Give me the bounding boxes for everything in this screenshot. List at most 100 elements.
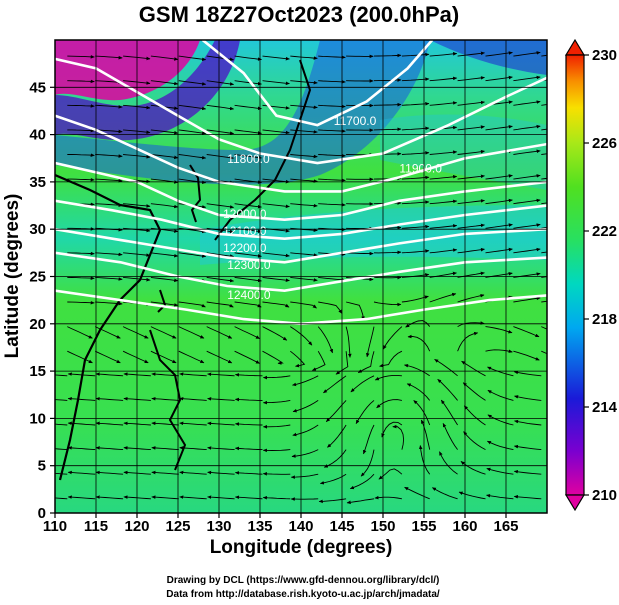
streamline-arrow bbox=[67, 470, 96, 475]
streamline-arrow bbox=[541, 251, 547, 254]
streamline-arrow bbox=[373, 127, 402, 132]
streamline-arrow bbox=[514, 395, 542, 401]
streamline-arrow bbox=[151, 470, 179, 475]
streamline-arrow bbox=[513, 75, 541, 82]
streamline-arrow bbox=[178, 55, 207, 62]
streamline-arrow bbox=[413, 400, 431, 426]
streamline-arrow bbox=[234, 350, 260, 364]
streamline-arrow bbox=[311, 350, 326, 371]
streamline-arrow bbox=[463, 431, 486, 450]
streamline-arrow bbox=[541, 104, 547, 106]
streamline-arrow bbox=[67, 128, 95, 133]
streamline-arrow bbox=[179, 421, 207, 426]
streamline-arrow bbox=[318, 276, 346, 282]
streamline-arrow bbox=[67, 446, 96, 451]
colorbar-top-triangle bbox=[564, 38, 586, 56]
streamline-arrow bbox=[541, 227, 547, 229]
streamline-arrow bbox=[290, 252, 318, 257]
streamline-arrow bbox=[123, 80, 151, 85]
streamline-arrow bbox=[318, 203, 346, 207]
streamline-arrow bbox=[290, 178, 318, 183]
y-tick-label: 25 bbox=[29, 269, 46, 286]
streamline-arrow bbox=[485, 198, 513, 205]
streamline-arrow bbox=[318, 129, 346, 133]
colorbar-ticks: 210 214 218 222 226 230 bbox=[584, 47, 618, 504]
streamline-arrow bbox=[373, 78, 402, 82]
streamline-arrow bbox=[206, 55, 235, 62]
streamline-arrow bbox=[123, 154, 151, 159]
streamline-arrow bbox=[55, 374, 68, 377]
streamline-arrow bbox=[360, 449, 375, 477]
streamline-arrow bbox=[541, 350, 547, 355]
streamline-arrow bbox=[178, 129, 207, 135]
streamline-arrow bbox=[418, 445, 431, 475]
streamline-arrow bbox=[123, 55, 151, 61]
colorbar-tick-label: 226 bbox=[592, 135, 617, 152]
streamline-arrow bbox=[541, 177, 547, 180]
streamline-arrow bbox=[262, 424, 291, 429]
contour-label: 12000.0 bbox=[223, 207, 267, 221]
streamline-arrow bbox=[207, 397, 235, 401]
streamline-arrow bbox=[429, 248, 458, 254]
streamline-arrow bbox=[95, 154, 123, 158]
streamline-arrow bbox=[434, 359, 458, 377]
streamline-arrow bbox=[485, 247, 513, 254]
streamline-arrow bbox=[234, 80, 262, 86]
streamline-arrow bbox=[290, 301, 317, 309]
streamline-arrow bbox=[429, 150, 458, 155]
streamline-arrow bbox=[463, 405, 486, 426]
streamline-arrow bbox=[513, 100, 541, 106]
streamline-arrow bbox=[234, 326, 261, 340]
streamline-arrow bbox=[432, 487, 458, 500]
colorbar-tick-label: 222 bbox=[592, 223, 617, 240]
streamline-arrow bbox=[151, 495, 179, 500]
streamline-arrow bbox=[234, 55, 262, 61]
streamline-arrow bbox=[485, 223, 513, 229]
streamline-arrow bbox=[429, 101, 458, 106]
streamline-arrow bbox=[457, 247, 485, 254]
streamline-arrow bbox=[178, 301, 206, 308]
streamline-arrow bbox=[513, 51, 541, 57]
y-axis-ticks: 0 5 10 15 20 25 30 35 40 45 bbox=[29, 79, 55, 522]
contour-label: 11800.0 bbox=[227, 152, 270, 166]
streamline-arrow bbox=[123, 276, 151, 282]
streamline-arrow bbox=[262, 326, 288, 341]
streamline-arrow bbox=[55, 423, 68, 426]
streamline-arrow bbox=[485, 174, 513, 180]
streamline-arrow bbox=[290, 203, 318, 208]
cold-pool-purple bbox=[55, 40, 240, 141]
streamline-arrow bbox=[318, 104, 346, 109]
streamline-arrow bbox=[513, 296, 541, 303]
streamline-arrow bbox=[206, 203, 235, 209]
streamline-arrow bbox=[67, 79, 95, 84]
streamline-arrow bbox=[262, 375, 291, 380]
y-tick-label: 5 bbox=[38, 458, 46, 475]
streamline-arrow bbox=[486, 467, 514, 475]
streamline-arrow bbox=[461, 360, 486, 377]
streamline-arrow bbox=[179, 470, 207, 475]
streamline-arrow bbox=[67, 55, 95, 59]
streamline-arrow bbox=[457, 174, 485, 180]
streamline-arrow bbox=[406, 383, 431, 401]
streamline-arrow bbox=[357, 351, 375, 374]
streamline-arrow bbox=[457, 76, 485, 82]
streamline-arrow bbox=[234, 301, 262, 308]
streamline-arrow bbox=[122, 350, 149, 364]
streamline-arrow bbox=[178, 350, 205, 364]
cold-pool-northeast bbox=[430, 40, 547, 75]
streamline-arrow bbox=[541, 300, 547, 303]
streamline-arrow bbox=[150, 252, 179, 258]
contour-label: 12100.0 bbox=[223, 224, 267, 238]
streamline-arrow bbox=[373, 250, 402, 255]
streamline-arrow bbox=[262, 276, 290, 282]
streamline-arrow bbox=[541, 128, 547, 131]
streamline-arrow bbox=[457, 223, 485, 229]
streamline-arrow bbox=[485, 51, 513, 57]
x-tick-label: 120 bbox=[124, 518, 149, 535]
streamline-arrow bbox=[318, 301, 343, 314]
streamline-arrow bbox=[234, 104, 262, 111]
height-contour bbox=[55, 251, 547, 293]
streamline-arrow bbox=[457, 51, 485, 57]
streamline-arrow bbox=[95, 326, 121, 339]
